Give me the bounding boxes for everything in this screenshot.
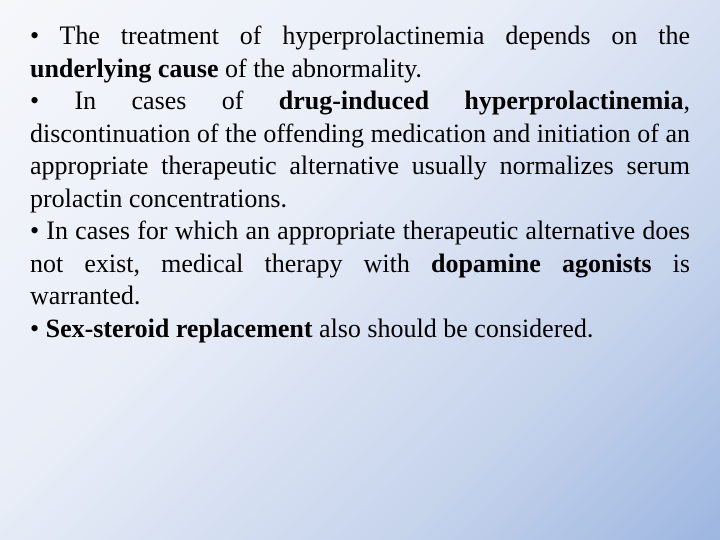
bullet-4: • Sex-steroid replacement also should be… [30,313,690,346]
bullet-3: • In cases for which an appropriate ther… [30,215,690,313]
text-run-bold: underlying cause [30,54,219,83]
bullet-marker: • [30,21,60,50]
text-run: of the abnormality. [219,54,422,83]
bullet-marker: • [30,314,46,343]
text-run: The treatment of hyperprolactinemia depe… [60,21,691,50]
text-run-bold: drug-induced hyperprolactinemia [279,86,684,115]
text-run: also should be considered. [313,314,594,343]
bullet-1: • The treatment of hyperprolactinemia de… [30,20,690,85]
slide-body: • The treatment of hyperprolactinemia de… [0,0,720,540]
bullet-2: • In cases of drug-induced hyperprolacti… [30,85,690,215]
text-run: In cases of [74,86,278,115]
text-run-bold: dopamine agonists [431,249,652,278]
text-run-bold: Sex-steroid replacement [46,314,313,343]
bullet-marker: • [30,216,46,245]
bullet-marker: • [30,86,74,115]
